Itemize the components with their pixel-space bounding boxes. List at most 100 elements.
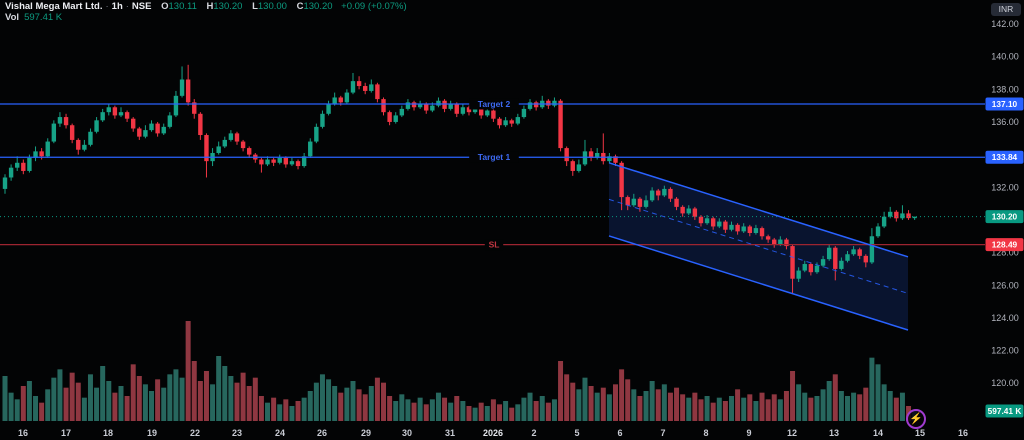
time-axis-label[interactable]: 8 [703, 428, 708, 438]
time-axis-label[interactable]: 17 [61, 428, 71, 438]
time-axis-label[interactable]: 31 [445, 428, 455, 438]
time-axis-label[interactable]: 16 [18, 428, 28, 438]
level-label-target-1[interactable]: Target 1 [478, 152, 511, 162]
candlestick [869, 236, 875, 263]
level-label-sl[interactable]: SL [489, 240, 500, 250]
volume-bar [777, 399, 783, 421]
candlestick [717, 221, 722, 227]
currency-inr-button[interactable]: INR [991, 3, 1021, 16]
price-axis-badge-value: 130.20 [992, 212, 1018, 222]
level-label-target-2[interactable]: Target 2 [478, 99, 511, 109]
time-axis-label[interactable]: 26 [317, 428, 327, 438]
time-axis-label[interactable]: 19 [147, 428, 157, 438]
candlestick [625, 197, 630, 206]
candlestick [662, 188, 667, 196]
time-axis-label[interactable]: 9 [746, 428, 751, 438]
candlestick [301, 156, 307, 167]
price-axis-badge [985, 404, 1024, 418]
time-axis-label[interactable]: 23 [232, 428, 242, 438]
volume-bar [576, 389, 582, 421]
time-axis-label[interactable]: 13 [829, 428, 839, 438]
candlestick [619, 162, 624, 198]
candlestick [381, 99, 386, 113]
candlestick [234, 133, 240, 142]
time-axis-label[interactable]: 16 [958, 428, 968, 438]
price-axis-badge-value: 597.41 K [988, 406, 1022, 416]
candlestick [51, 123, 57, 142]
volume-bar [399, 394, 405, 421]
volume-bar [814, 396, 820, 421]
price-axis-badge-value: 128.49 [992, 240, 1018, 250]
volume-bar [228, 376, 234, 421]
candlestick [826, 247, 832, 260]
time-axis-label[interactable]: 5 [574, 428, 579, 438]
time-axis-label[interactable]: 24 [275, 428, 285, 438]
time-axis-label[interactable]: 30 [402, 428, 412, 438]
candlestick [759, 228, 765, 237]
volume-bar [277, 404, 283, 421]
candlestick [15, 162, 20, 168]
candlestick [851, 249, 856, 255]
flash-icon[interactable]: ⚡ [906, 409, 926, 429]
volume-bar [307, 391, 313, 421]
time-axis-label[interactable]: 18 [103, 428, 113, 438]
time-axis-label[interactable]: 6 [617, 428, 622, 438]
volume-bar [826, 381, 832, 421]
volume-bar [582, 377, 588, 421]
candlestick [637, 198, 643, 207]
candlestick [680, 206, 685, 214]
volume-bar [417, 397, 423, 421]
volume-bar [435, 392, 441, 421]
time-axis-label[interactable]: 14 [873, 428, 883, 438]
candlestick [521, 108, 527, 118]
candlestick [741, 226, 746, 232]
candlestick [460, 107, 466, 114]
volume-bar [87, 374, 93, 421]
time-axis-label[interactable]: 7 [660, 428, 665, 438]
volume-bar [478, 402, 484, 421]
candlestick [369, 84, 374, 91]
price-tick-label[interactable]: 120.00 [991, 378, 1019, 388]
price-tick-label[interactable]: 136.00 [991, 117, 1019, 127]
price-tick-label[interactable]: 132.00 [991, 182, 1019, 192]
time-axis-label[interactable]: 2026 [483, 428, 503, 438]
time-axis-label[interactable]: 22 [190, 428, 200, 438]
price-tick-label[interactable]: 128.00 [991, 248, 1019, 258]
volume-bar [460, 401, 466, 421]
candlestick [57, 117, 63, 124]
channel-bottom-line[interactable] [608, 235, 909, 331]
candlestick [424, 103, 429, 111]
candlestick [881, 216, 887, 227]
price-tick-label[interactable]: 122.00 [991, 346, 1019, 356]
time-axis-label[interactable]: 2 [531, 428, 536, 438]
candlestick [668, 188, 673, 199]
candlestick [692, 208, 698, 217]
candlestick [802, 264, 807, 271]
price-tick-label[interactable]: 138.00 [991, 84, 1019, 94]
candlestick [875, 226, 881, 237]
price-tick-label[interactable]: 140.00 [991, 52, 1019, 62]
price-tick-label[interactable]: 142.00 [991, 19, 1019, 29]
candlestick [912, 216, 917, 219]
price-tick-label[interactable]: 126.00 [991, 280, 1019, 290]
channel-top-line[interactable] [608, 162, 909, 258]
volume-bar [173, 369, 179, 421]
volume-bar [454, 396, 460, 421]
time-axis-label[interactable]: 15 [915, 428, 925, 438]
candlestick [240, 141, 246, 149]
candlestick [161, 126, 166, 134]
volume-bar [600, 387, 606, 421]
volume-bar [551, 399, 557, 421]
volume-bar [838, 391, 844, 421]
volume-bar [289, 406, 295, 421]
candlestick [839, 260, 844, 269]
time-axis-label[interactable]: 12 [787, 428, 797, 438]
price-tick-label[interactable]: 124.00 [991, 313, 1019, 323]
volume-bar [179, 377, 185, 421]
candlestick [845, 254, 850, 261]
price-axis-badge-value: 137.10 [992, 99, 1018, 109]
volume-bar [613, 384, 618, 421]
time-axis-label[interactable]: 29 [361, 428, 371, 438]
candlestick [503, 120, 508, 126]
